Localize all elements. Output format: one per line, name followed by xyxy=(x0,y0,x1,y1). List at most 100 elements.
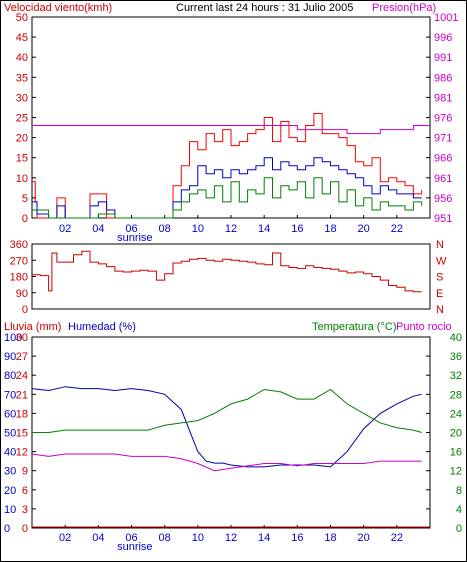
direction-axis-label: 360 xyxy=(10,239,28,251)
temperature-axis-label: 36 xyxy=(450,351,462,363)
x-axis-label: 20 xyxy=(358,532,370,544)
wind-axis-label: 40 xyxy=(16,52,28,64)
x-axis-label: 20 xyxy=(358,223,370,235)
x-axis-label: 08 xyxy=(159,223,171,235)
wind-axis-label: 0 xyxy=(22,213,28,225)
temperature-axis-label: 40 xyxy=(450,332,462,344)
direction-axis-label: 270 xyxy=(10,255,28,267)
wind-axis-label: 30 xyxy=(16,92,28,104)
rain-axis-label: 3 xyxy=(22,504,28,516)
pressure-axis-label: 986 xyxy=(434,72,452,84)
dewpoint-title: Punto rocio xyxy=(396,321,452,333)
pressure-series-line xyxy=(32,125,430,135)
x-axis-label: 12 xyxy=(225,532,237,544)
humidity-axis-label: 30 xyxy=(4,466,16,478)
x-axis-label: 16 xyxy=(291,532,303,544)
humidity-axis-label: 100 xyxy=(4,332,22,344)
wind-axis-label: 15 xyxy=(16,153,28,165)
x-axis-label: 22 xyxy=(391,223,403,235)
humidity-axis-label: 90 xyxy=(4,351,16,363)
pressure-axis-label: 971 xyxy=(434,133,452,145)
rain-axis-label: 21 xyxy=(16,389,28,401)
temperature-axis-label: 0 xyxy=(456,523,462,535)
humidity-axis-label: 40 xyxy=(4,447,16,459)
rain-axis-label: 24 xyxy=(16,370,28,382)
x-axis-label: 04 xyxy=(92,532,104,544)
pressure-axis-label: 956 xyxy=(434,193,452,205)
temperature-axis-label: 24 xyxy=(450,408,462,420)
pressure-axis-label: 961 xyxy=(434,173,452,185)
temperature-title: Temperatura (°C) xyxy=(312,321,396,333)
wind-axis-label: 5 xyxy=(22,193,28,205)
x-axis-label: 06 xyxy=(125,223,137,235)
rain-title: Lluvia (mm) xyxy=(4,321,61,333)
direction-series-line xyxy=(32,250,422,293)
pressure-axis-label: 966 xyxy=(434,153,452,165)
pressure-axis-label: 951 xyxy=(434,213,452,225)
wind-title: Velocidad viento(kmh) xyxy=(4,2,112,14)
compass-axis-label: E xyxy=(436,288,443,300)
x-axis-label: 18 xyxy=(324,223,336,235)
humidity-title: Humedad (%) xyxy=(68,321,136,333)
x-axis-label: 12 xyxy=(225,223,237,235)
wind-axis-label: 25 xyxy=(16,113,28,125)
rain-axis-label: 27 xyxy=(16,351,28,363)
humidity-series-line xyxy=(31,386,422,468)
humidity-axis-label: 60 xyxy=(4,408,16,420)
x-axis-label: 10 xyxy=(192,532,204,544)
dewpoint-series-line xyxy=(31,453,422,472)
wind-axis-label: 10 xyxy=(16,173,28,185)
temperature-axis-label: 32 xyxy=(450,370,462,382)
wind-pressure-plot: 0 5 10 15 20 25 30 35 40 45 50 951 956 961 966 971 976 98… xyxy=(16,12,459,244)
pressure-axis-label: 991 xyxy=(434,52,452,64)
compass-axis-label: S xyxy=(436,272,443,284)
x-axis-label: 14 xyxy=(258,532,270,544)
humidity-axis-label: 50 xyxy=(4,428,16,440)
x-axis-label: 04 xyxy=(92,223,104,235)
x-axis-label: 22 xyxy=(391,532,403,544)
humidity-axis-label: 80 xyxy=(4,370,16,382)
wind-axis-label: 20 xyxy=(16,133,28,145)
wind-max-series-line xyxy=(32,113,423,219)
pressure-axis-label: 976 xyxy=(434,113,452,125)
temperature-axis-label: 8 xyxy=(456,485,462,497)
sunrise-label: sunrise xyxy=(117,541,152,553)
wind-avg-series-line xyxy=(32,157,422,219)
humidity-axis-label: 20 xyxy=(4,485,16,497)
direction-axis-label: 90 xyxy=(16,288,28,300)
x-axis-label: 16 xyxy=(291,223,303,235)
temperature-axis-label: 4 xyxy=(456,504,462,516)
pressure-axis-label: 981 xyxy=(434,92,452,104)
x-axis-label: 02 xyxy=(59,532,71,544)
wind-axis-label: 45 xyxy=(16,32,28,44)
x-axis-label: 14 xyxy=(258,223,270,235)
temperature-axis-label: 16 xyxy=(450,447,462,459)
humidity-axis-label: 10 xyxy=(4,504,16,516)
rain-axis-label: 0 xyxy=(22,523,28,535)
wind-axis-label: 35 xyxy=(16,72,28,84)
temperature-axis-label: 28 xyxy=(450,389,462,401)
current-title: Current last 24 hours : 31 Julio 2005 xyxy=(176,2,353,14)
wind-axis-label: 50 xyxy=(16,12,28,24)
temperature-axis-label: 12 xyxy=(450,466,462,478)
pressure-axis-label: 1001 xyxy=(434,12,458,24)
x-axis-label: 10 xyxy=(192,223,204,235)
compass-axis-label: W xyxy=(436,255,447,267)
direction-axis-label: 0 xyxy=(22,304,28,316)
rain-axis-label: 18 xyxy=(16,408,28,420)
temperature-series-line xyxy=(32,388,422,433)
temperature-axis-label: 20 xyxy=(450,428,462,440)
humidity-axis-label: 0 xyxy=(4,523,10,535)
x-axis-label: 08 xyxy=(159,532,171,544)
pressure-title: Presion(hPa) xyxy=(372,2,436,14)
wind-gust-min-series-line xyxy=(32,177,423,219)
rain-axis-label: 30 xyxy=(16,332,28,344)
x-axis-label: 02 xyxy=(59,223,71,235)
humidity-axis-label: 70 xyxy=(4,389,16,401)
compass-axis-label: N xyxy=(436,304,444,316)
compass-axis-label: N xyxy=(436,239,444,251)
pressure-axis-label: 996 xyxy=(434,32,452,44)
